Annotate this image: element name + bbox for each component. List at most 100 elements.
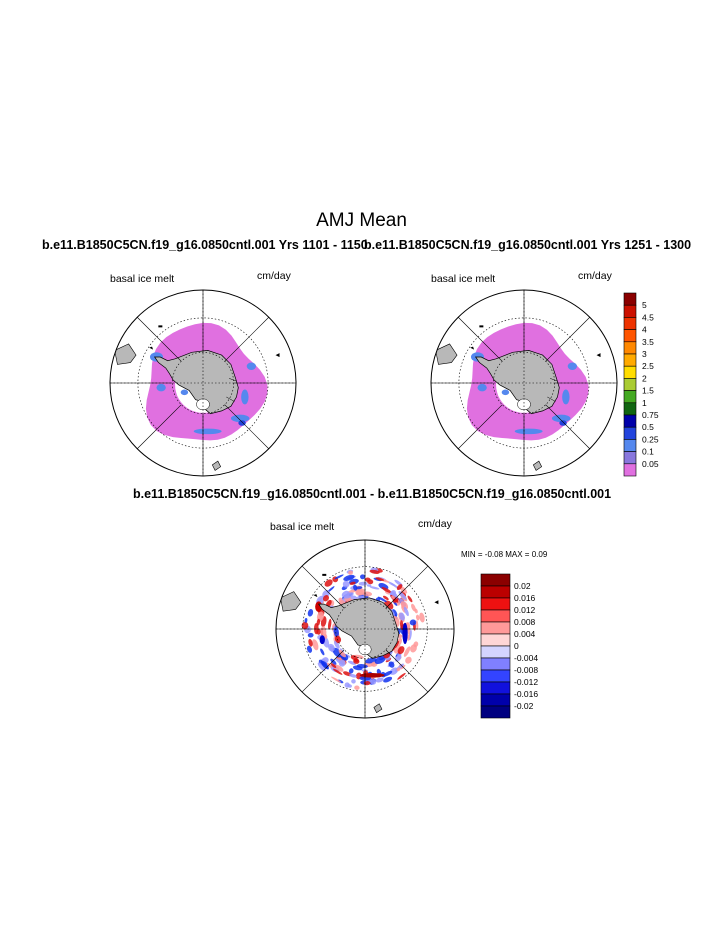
difference-patch (415, 614, 420, 621)
colorbar-box (480, 633, 511, 647)
difference-patch (317, 662, 326, 672)
colorbar-box (623, 414, 637, 428)
colorbar-box (623, 317, 637, 330)
south-america-land (435, 343, 458, 365)
page-title: AMJ Mean (316, 210, 407, 231)
colorbar-box (623, 292, 637, 306)
difference-strong-negative (402, 622, 408, 645)
difference-patch (358, 581, 368, 586)
panel3-subtitle: b.e11.B1850C5CN.f19_g16.0850cntl.001 - b… (133, 487, 612, 501)
difference-patch (391, 595, 395, 600)
difference-patch (334, 635, 342, 643)
island-mark (313, 594, 318, 598)
difference-patch (375, 577, 385, 581)
melt-patch-mid (501, 389, 510, 396)
difference-patch (400, 620, 404, 631)
difference-patch (301, 621, 309, 630)
colorbar-label: 0.25 (642, 434, 659, 444)
colorbar-box (623, 426, 637, 440)
colorbar-label: -0.02 (514, 701, 534, 711)
difference-patch (397, 672, 406, 680)
melt-patch-mid (246, 362, 257, 370)
difference-patch (308, 638, 313, 647)
meridian-line (385, 649, 429, 693)
map-panel-2 (430, 289, 618, 477)
difference-patch (382, 595, 389, 601)
difference-patch (367, 579, 374, 585)
melt-region-low (466, 322, 589, 441)
island-mark (322, 573, 327, 576)
ross-ice-shelf (196, 398, 210, 411)
island-mark (149, 346, 154, 350)
colorbar-box (623, 463, 637, 477)
difference-patch (370, 678, 377, 685)
difference-patch (332, 668, 343, 675)
panel3-variable-label: basal ice melt (270, 521, 335, 533)
colorbar-box (480, 669, 511, 683)
colorbar-box (480, 585, 511, 599)
colorbar-label: 0.5 (642, 422, 654, 432)
melt-patch-mid (241, 389, 249, 405)
colorbar-box (623, 329, 637, 343)
difference-patch (323, 633, 328, 639)
meridian-line (224, 317, 269, 362)
meridian-line (545, 317, 590, 362)
melt-patch-mid (514, 428, 543, 435)
difference-patch (354, 685, 360, 690)
colorbar-label: 2 (642, 373, 647, 383)
ross-ice-shelf (517, 398, 531, 411)
difference-patch (347, 684, 352, 688)
colorbar-box (480, 645, 511, 659)
difference-patch (347, 660, 356, 665)
colorbar-box (623, 390, 637, 404)
panel1-units-label: cm/day (257, 270, 291, 282)
colorbar-box (623, 378, 637, 391)
difference-patch (396, 584, 403, 591)
difference-patch (312, 639, 319, 651)
colorbar-label: -0.016 (514, 689, 538, 699)
difference-patch (355, 588, 364, 596)
island-mark (479, 325, 484, 328)
difference-patch (395, 640, 400, 649)
meridian-line (458, 404, 503, 449)
melt-region-low (145, 322, 268, 441)
difference-patch (369, 569, 380, 574)
map-border (275, 539, 455, 719)
colorbar-box (623, 304, 637, 318)
difference-patch (392, 609, 398, 617)
melt-patch-mid (193, 428, 222, 435)
difference-patch (403, 646, 411, 657)
difference-patch (403, 606, 409, 617)
panel2-units-label: cm/day (578, 270, 612, 282)
difference-patch (405, 656, 412, 664)
colorbar-label: 0.008 (514, 617, 536, 627)
map-border (430, 289, 618, 477)
difference-patch (375, 677, 384, 683)
difference-patch (306, 645, 313, 653)
island-mark (596, 353, 601, 358)
difference-patch (342, 580, 350, 588)
difference-patch (307, 609, 314, 617)
colorbar-label: 0 (514, 641, 519, 651)
difference-strong-negative (319, 635, 325, 645)
panel1-subtitle: b.e11.B1850C5CN.f19_g16.0850cntl.001 Yrs… (42, 238, 368, 252)
meridian-line (301, 649, 345, 693)
panel3-stats-label: MIN = -0.08 MAX = 0.09 (461, 550, 548, 559)
difference-patch (343, 574, 355, 581)
colorbar-box (480, 705, 511, 719)
coastline-detail (226, 378, 237, 402)
difference-patch (389, 590, 397, 597)
meridian-line (137, 404, 182, 449)
difference-patch (407, 632, 410, 642)
colorbar-label: 0.1 (642, 447, 654, 457)
difference-patch (349, 581, 356, 585)
colorbar-box (480, 693, 511, 707)
colorbar-label: 0.016 (514, 593, 536, 603)
meridian-line (301, 565, 345, 609)
difference-patch (407, 595, 413, 603)
colorbar-box (480, 657, 511, 671)
colorbar-label: 2.5 (642, 361, 654, 371)
difference-patch (341, 590, 350, 598)
colorbar-label: 0.004 (514, 629, 536, 639)
